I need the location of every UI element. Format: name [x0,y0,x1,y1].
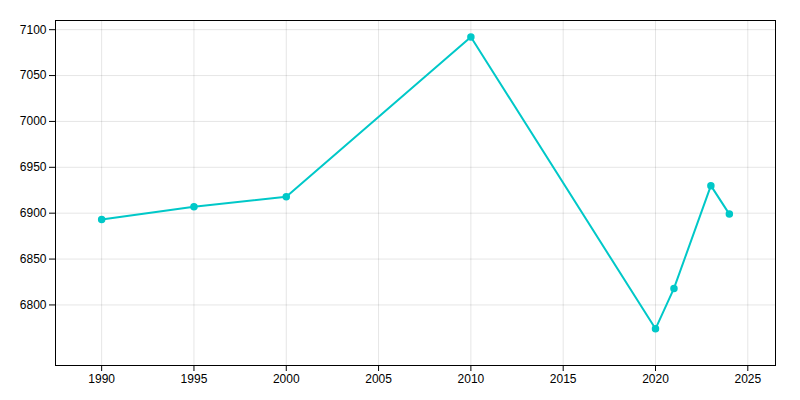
svg-text:7100: 7100 [20,23,47,37]
svg-text:2015: 2015 [550,372,577,386]
svg-text:1995: 1995 [181,372,208,386]
svg-text:2005: 2005 [365,372,392,386]
svg-text:6900: 6900 [20,206,47,220]
svg-text:2010: 2010 [458,372,485,386]
svg-text:7000: 7000 [20,114,47,128]
svg-text:2000: 2000 [273,372,300,386]
svg-text:6800: 6800 [20,298,47,312]
svg-text:6950: 6950 [20,160,47,174]
svg-text:2020: 2020 [642,372,669,386]
svg-text:1990: 1990 [88,372,115,386]
svg-text:2025: 2025 [734,372,761,386]
svg-text:6850: 6850 [20,252,47,266]
svg-text:7050: 7050 [20,68,47,82]
